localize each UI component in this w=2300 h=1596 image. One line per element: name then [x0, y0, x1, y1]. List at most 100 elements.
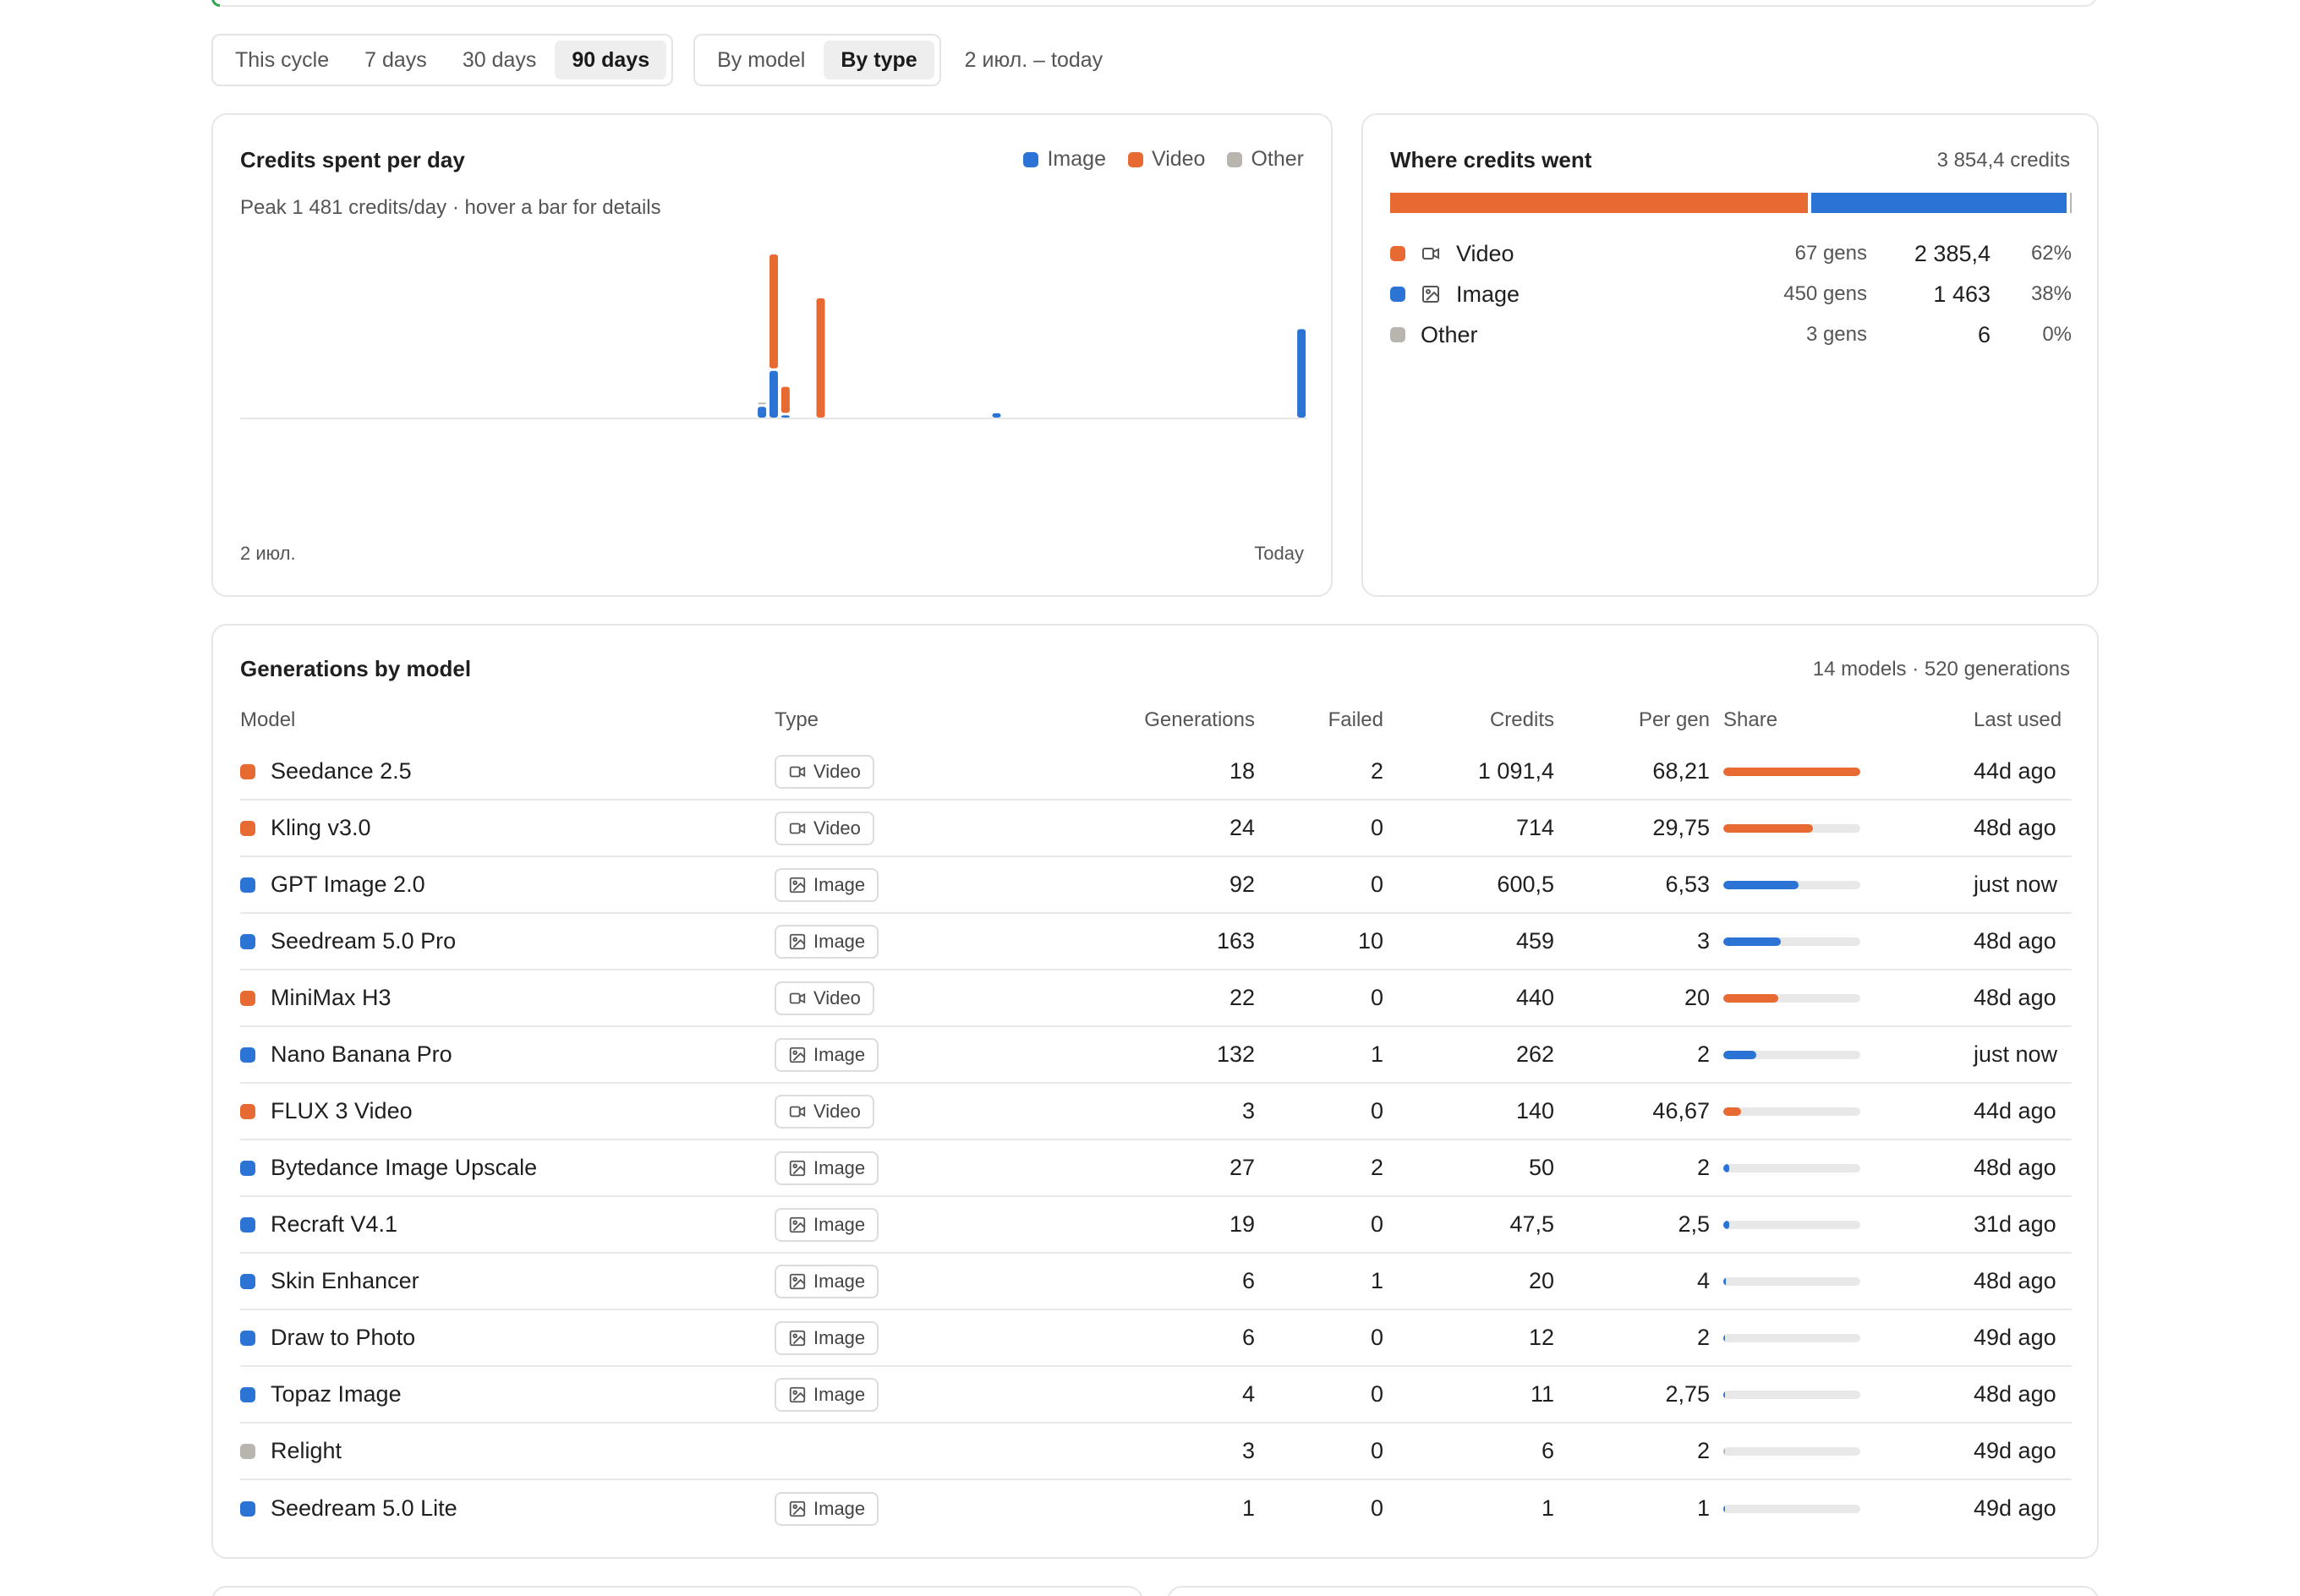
where-gens-video: 67 gens	[1794, 242, 1867, 265]
type-label: Video	[813, 987, 861, 1008]
table-row[interactable]: Seedream 5.0 Lite Image 1 0 1 1 49d ago	[240, 1480, 2072, 1537]
type-label: Image	[813, 1270, 866, 1292]
where-total-credits: 3 854,4 credits	[1936, 149, 2070, 172]
bar-image-day-46[interactable]	[780, 415, 790, 418]
cell-share	[1723, 801, 1892, 855]
bar-image-day-64[interactable]	[992, 413, 1001, 418]
cell-per-gen: 2	[1696, 1155, 1710, 1180]
header-per-gen[interactable]: Per gen	[1638, 708, 1710, 731]
cell-model: FLUX 3 Video	[240, 1084, 748, 1139]
share-bar-fill	[1723, 823, 1813, 833]
table-row[interactable]: Seedance 2.5 Video 18 2 1 091,4 68,21 44d ago	[240, 744, 2072, 801]
model-name: MiniMax H3	[271, 985, 392, 1010]
cell-type: Image	[775, 1140, 944, 1195]
table-row[interactable]: Draw to Photo Image 6 0 12 2 49d ago	[240, 1310, 2072, 1367]
model-name: Relight	[271, 1438, 342, 1463]
bar-video-day-49[interactable]	[816, 298, 825, 418]
cell-model: Skin Enhancer	[240, 1254, 748, 1309]
bar-image-day-90[interactable]	[1297, 329, 1306, 418]
table-row[interactable]: Nano Banana Pro Image 132 1 262 2 just now	[240, 1027, 2072, 1084]
cell-share	[1723, 744, 1892, 799]
cell-credits: 714	[1515, 815, 1554, 840]
cell-failed: 2	[1370, 758, 1383, 784]
cell-last-used: 49d ago	[1974, 1495, 2056, 1521]
model-type-dot	[240, 763, 255, 779]
type-badge: Image	[775, 1491, 879, 1526]
video-icon	[788, 1102, 807, 1121]
period-tab-30-days[interactable]: 30 days	[462, 47, 537, 72]
table-row[interactable]: Skin Enhancer Image 6 1 20 4 48d ago	[240, 1254, 2072, 1310]
cell-generations: 3	[1241, 1438, 1255, 1463]
model-type-dot	[240, 1047, 255, 1063]
legend-swatch-image	[1023, 151, 1039, 167]
cell-last-used: just now	[1974, 872, 2058, 897]
cell-generations: 6	[1241, 1325, 1255, 1350]
cell-failed: 0	[1370, 1381, 1383, 1407]
header-generations[interactable]: Generations	[1144, 708, 1255, 731]
credits-bar-chart[interactable]	[240, 250, 1307, 538]
model-type-dot	[240, 820, 255, 836]
share-bar-track	[1723, 1390, 1860, 1399]
period-tab-90-days[interactable]: 90 days	[555, 41, 667, 79]
next-card-right-edge	[1167, 1586, 2099, 1596]
table-row[interactable]: Topaz Image Image 4 0 11 2,75 48d ago	[240, 1367, 2072, 1424]
model-type-dot	[240, 1273, 255, 1289]
bar-video-day-45[interactable]	[769, 254, 778, 369]
table-row[interactable]: Bytedance Image Upscale Image 27 2 50 2 48d ag…	[240, 1140, 2072, 1197]
share-bar-track	[1723, 1446, 1860, 1456]
stack-segment-other	[2070, 193, 2072, 213]
image-icon	[788, 876, 807, 894]
video-icon	[1421, 243, 1441, 264]
model-name: FLUX 3 Video	[271, 1098, 413, 1123]
header-type[interactable]: Type	[775, 708, 819, 731]
x-axis-end-label: Today	[1254, 543, 1304, 564]
share-bar-fill	[1723, 993, 1779, 1003]
model-type-dot	[240, 1443, 255, 1459]
where-row-image: Image 450 gens 1 463 38%	[1390, 274, 2072, 314]
table-row[interactable]: Recraft V4.1 Image 19 0 47,5 2,5 31d ago	[240, 1197, 2072, 1254]
image-icon	[788, 1329, 807, 1347]
table-row[interactable]: FLUX 3 Video Video 3 0 140 46,67 44d ago	[240, 1084, 2072, 1140]
type-label: Image	[813, 1383, 866, 1405]
group-tab-by-type[interactable]: By type	[824, 41, 934, 79]
header-failed[interactable]: Failed	[1328, 708, 1383, 731]
header-share[interactable]: Share	[1723, 708, 1778, 731]
table-row[interactable]: Relight 3 0 6 2 49d ago	[240, 1424, 2072, 1480]
image-icon	[788, 1159, 807, 1178]
table-row[interactable]: MiniMax H3 Video 22 0 440 20 48d ago	[240, 970, 2072, 1027]
group-tab-by-model[interactable]: By model	[717, 47, 806, 72]
bar-other-day-44[interactable]	[758, 402, 767, 405]
share-bar-track	[1723, 1163, 1860, 1172]
bar-video-day-46[interactable]	[780, 386, 790, 413]
model-type-dot	[240, 1386, 255, 1402]
table-row[interactable]: Seedream 5.0 Pro Image 163 10 459 3 48d ago	[240, 914, 2072, 970]
cell-failed: 0	[1370, 872, 1383, 897]
model-type-dot	[240, 1103, 255, 1119]
bar-image-day-44[interactable]	[758, 407, 767, 418]
header-model[interactable]: Model	[240, 708, 296, 731]
header-credits[interactable]: Credits	[1489, 708, 1554, 731]
cell-credits: 6	[1541, 1438, 1554, 1463]
cell-generations: 3	[1241, 1098, 1255, 1123]
table-row[interactable]: Kling v3.0 Video 24 0 714 29,75 48d ago	[240, 801, 2072, 857]
model-type-dot	[240, 1330, 255, 1346]
header-last-used[interactable]: Last used	[1974, 708, 2062, 731]
table-row[interactable]: GPT Image 2.0 Image 92 0 600,5 6,53 just now	[240, 857, 2072, 914]
period-tab-7-days[interactable]: 7 days	[364, 47, 427, 72]
share-bar-fill	[1723, 880, 1799, 889]
bar-image-day-45[interactable]	[769, 370, 778, 418]
cell-last-used: 44d ago	[1974, 1098, 2056, 1123]
share-bar-fill	[1723, 1390, 1726, 1399]
share-bar-fill	[1723, 1050, 1756, 1059]
cell-last-used: 48d ago	[1974, 1268, 2056, 1293]
cell-generations: 1	[1241, 1495, 1255, 1521]
cell-per-gen: 1	[1696, 1495, 1710, 1521]
type-badge: Image	[775, 1320, 879, 1355]
share-bar-track	[1723, 823, 1860, 833]
cell-share	[1723, 1027, 1892, 1082]
cell-failed: 0	[1370, 1098, 1383, 1123]
table-body: Seedance 2.5 Video 18 2 1 091,4 68,21 44d ago K…	[240, 744, 2072, 1537]
cell-model: Topaz Image	[240, 1367, 748, 1422]
model-type-dot	[240, 1500, 255, 1517]
period-tab-this-cycle[interactable]: This cycle	[235, 47, 330, 72]
